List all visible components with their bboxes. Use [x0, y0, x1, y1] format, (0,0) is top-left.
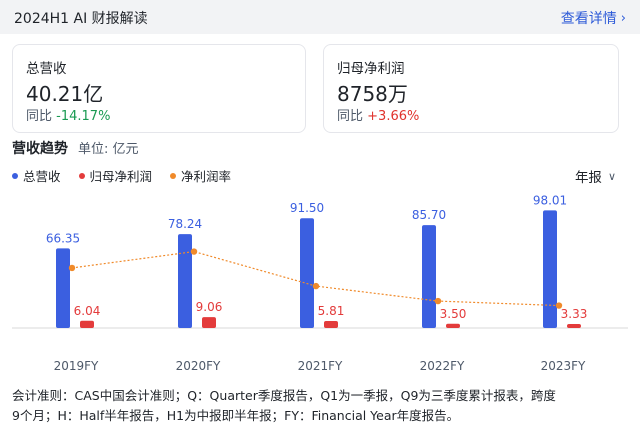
revenue-bar — [422, 225, 436, 328]
revenue-value: 40.21亿 — [26, 82, 104, 106]
revenue-trend-chart: 66.35 6.04 2019FY 78.24 9.06 2020FY 91.50 5.81 2… — [12, 193, 628, 373]
net-profit-value: 8758万 — [337, 82, 408, 106]
revenue-bar — [300, 218, 314, 328]
revenue-bar — [543, 210, 557, 328]
net-profit-label: 归母净利润 — [337, 61, 405, 77]
revenue-bar-label: 78.24 — [168, 217, 202, 231]
net-margin-line — [71, 250, 560, 307]
revenue-yoy-value: -14.17% — [56, 109, 111, 124]
period-selector-label: 年报 — [574, 170, 602, 186]
revenue-yoy-label: 同比 — [26, 109, 53, 124]
section-title: 营收趋势 — [12, 141, 68, 157]
net-margin-point — [434, 297, 442, 305]
net-profit-card: 归母净利润 8758万 同比 +3.66% — [323, 44, 619, 133]
net-profit-bar-label: 3.33 — [561, 307, 588, 321]
revenue-bar-label: 85.70 — [412, 208, 446, 222]
x-tick-label: 2019FY — [54, 359, 99, 373]
revenue-bar-label: 91.50 — [290, 201, 324, 215]
chart-legend: 总营收 归母净利润 净利润率 — [12, 166, 231, 185]
view-details-label: 查看详情 — [560, 11, 617, 27]
revenue-card: 总营收 40.21亿 同比 -14.17% — [12, 44, 306, 133]
net-profit-bar — [80, 320, 94, 328]
revenue-bar — [178, 234, 192, 328]
footnote-line-1: 会计准则：CAS中国会计准则；Q：Quarter季度报告，Q1为一季报，Q9为三… — [12, 388, 556, 403]
net-profit-bar-label: 3.50 — [440, 307, 467, 321]
legend-dot-revenue — [12, 172, 18, 179]
net-profit-yoy-label: 同比 — [337, 109, 364, 124]
net-profit-bar-label: 9.06 — [196, 300, 223, 314]
period-selector[interactable]: 年报 ∨ — [574, 166, 616, 187]
net-profit-bar — [324, 321, 338, 328]
legend-item-net-profit[interactable]: 归母净利润 — [78, 166, 153, 185]
chevron-down-icon: ∨ — [607, 169, 616, 183]
view-details-link[interactable]: 查看详情 › — [561, 8, 626, 28]
chevron-right-icon: › — [620, 10, 626, 26]
revenue-label: 总营收 — [26, 61, 67, 77]
legend-dot-net-margin — [170, 172, 177, 179]
header-bar: 2024H1 AI 财报解读 查看详情 › — [0, 0, 640, 34]
revenue-bar-label: 98.01 — [533, 193, 567, 207]
legend-label-net-profit: 归母净利润 — [89, 169, 153, 184]
net-profit-bar-label: 5.81 — [318, 304, 345, 318]
report-title: 2024H1 AI 财报解读 — [14, 11, 148, 27]
accounting-footnote: 会计准则：CAS中国会计准则；Q：Quarter季度报告，Q1为一季报，Q9为三… — [12, 386, 628, 426]
x-tick-label: 2022FY — [420, 359, 465, 373]
legend-label-net-margin: 净利润率 — [181, 169, 232, 184]
revenue-trend-header: 营收趋势 单位: 亿元 — [12, 138, 139, 158]
legend-dot-net-profit — [78, 172, 85, 179]
net-profit-bar — [567, 324, 581, 328]
legend-item-net-margin[interactable]: 净利润率 — [170, 166, 231, 185]
revenue-bar-label: 66.35 — [46, 231, 80, 245]
legend-label-revenue: 总营收 — [23, 169, 61, 184]
net-profit-bar — [446, 323, 460, 328]
x-tick-label: 2020FY — [176, 359, 221, 373]
footnote-line-2: 9个月；H：Half半年报告，H1为中报即半年报；FY：Financial Ye… — [12, 408, 460, 423]
net-profit-yoy-value: +3.66% — [367, 109, 420, 124]
net-margin-point — [312, 282, 320, 290]
net-margin-point — [555, 302, 563, 309]
legend-item-revenue[interactable]: 总营收 — [12, 166, 61, 185]
net-profit-yoy: 同比 +3.66% — [337, 105, 419, 124]
net-profit-bar — [202, 317, 216, 328]
revenue-yoy: 同比 -14.17% — [26, 105, 110, 124]
unit-label: 单位: 亿元 — [78, 142, 139, 157]
x-tick-label: 2023FY — [541, 359, 586, 373]
net-profit-bar-label: 6.04 — [74, 304, 101, 318]
net-margin-point — [68, 264, 76, 272]
net-margin-point — [190, 248, 198, 255]
revenue-bar — [56, 248, 70, 328]
x-tick-label: 2021FY — [298, 359, 343, 373]
